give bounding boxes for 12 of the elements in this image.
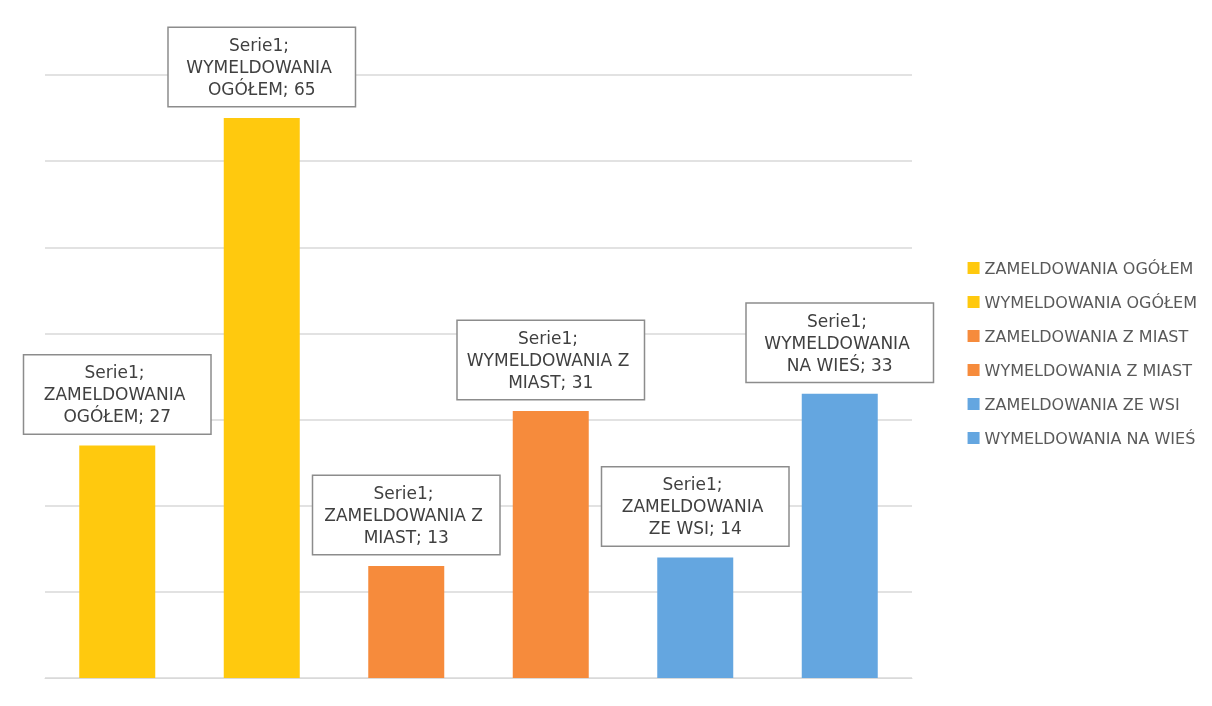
data-label: Serie1; ZAMELDOWANIA OGÓŁEM; 27 — [43, 362, 191, 427]
legend-label: ZAMELDOWANIA ZE WSI — [984, 394, 1180, 414]
data-label: Serie1; WYMELDOWANIA Z MIAST; 31 — [466, 327, 635, 392]
legend-label: ZAMELDOWANIA OGÓŁEM — [984, 258, 1194, 278]
data-label: Serie1; WYMELDOWANIA OGÓŁEM; 65 — [186, 35, 338, 100]
legend-label: WYMELDOWANIA OGÓŁEM — [984, 292, 1197, 312]
legend-label: WYMELDOWANIA Z MIAST — [984, 360, 1193, 380]
legend-label: WYMELDOWANIA NA WIEŚ — [984, 428, 1196, 448]
legend-label: ZAMELDOWANIA Z MIAST — [984, 326, 1189, 346]
data-label: Serie1; ZAMELDOWANIA Z MIAST; 13 — [324, 483, 489, 548]
data-label: Serie1; ZAMELDOWANIA ZE WSI; 14 — [621, 474, 769, 539]
data-label: Serie1; WYMELDOWANIA NA WIEŚ; 33 — [764, 310, 916, 375]
